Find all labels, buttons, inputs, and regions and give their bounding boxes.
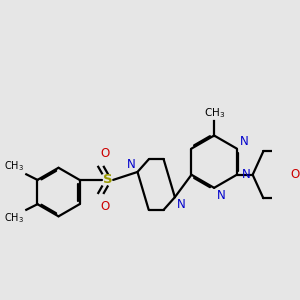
- Text: N: N: [217, 189, 226, 202]
- Text: CH$_3$: CH$_3$: [203, 106, 225, 120]
- Text: N: N: [127, 158, 136, 171]
- Text: CH$_3$: CH$_3$: [4, 160, 24, 173]
- Text: CH$_3$: CH$_3$: [4, 211, 24, 224]
- Text: N: N: [177, 198, 185, 211]
- Text: N: N: [242, 168, 251, 181]
- Text: N: N: [240, 135, 248, 148]
- Text: O: O: [100, 200, 110, 212]
- Text: O: O: [100, 147, 110, 160]
- Text: S: S: [103, 173, 112, 186]
- Text: O: O: [290, 168, 299, 181]
